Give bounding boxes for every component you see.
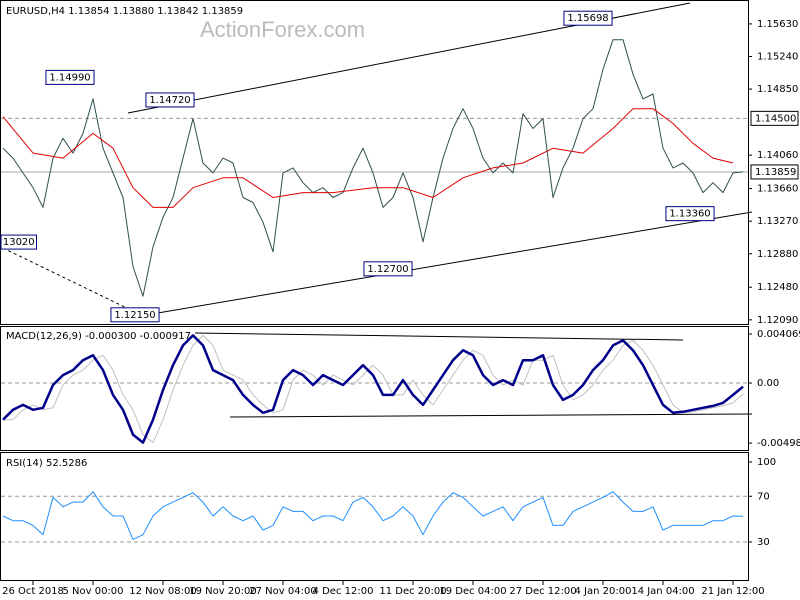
last-price-label: 1.13859 — [755, 167, 796, 178]
x-tick-label: 27 Nov 04:00 — [249, 586, 316, 597]
annotation-label: 1.15698 — [567, 13, 608, 24]
x-tick-label: 5 Nov 00:00 — [62, 586, 123, 597]
series-line — [3, 334, 744, 444]
series-line — [2, 491, 744, 540]
rsi-panel — [0, 452, 749, 581]
x-tick-label: 12 Nov 08:00 — [129, 586, 196, 597]
y-tick-label: 0.004069 — [757, 329, 800, 340]
annotation-label: 1.12150 — [114, 310, 155, 321]
series-line — [2, 39, 744, 297]
x-tick-label: 14 Jan 04:00 — [631, 586, 694, 597]
y-tick-label: 100 — [757, 457, 776, 468]
x-tick-label: 26 Oct 2018 — [2, 586, 64, 597]
annotation-box — [145, 92, 195, 108]
y-tick-label: 1.13270 — [757, 216, 798, 227]
annotation-label: 1.14720 — [149, 95, 190, 106]
channel-line — [139, 211, 753, 317]
annotation-box — [0, 234, 37, 250]
y-tick-label: 1.14060 — [757, 150, 798, 161]
macd-panel — [0, 326, 749, 451]
last-price-box — [750, 164, 799, 180]
annotation-box — [110, 307, 160, 323]
x-tick-label: 19 Dec 04:00 — [439, 586, 506, 597]
panel-title: EURUSD,H4 1.13854 1.13880 1.13842 1.1385… — [6, 6, 243, 17]
y-tick-label: -0.004981 — [757, 438, 800, 449]
annotation-box — [45, 69, 95, 85]
y-tick-label: 0.00 — [757, 378, 779, 389]
watermark: ActionForex.com — [200, 17, 365, 42]
x-tick-label: 11 Dec 20:00 — [379, 586, 446, 597]
y-tick-label: 30 — [757, 537, 770, 548]
annotation-label: 13020 — [3, 237, 35, 248]
level-label-box — [750, 110, 799, 126]
y-tick-label: 1.15630 — [757, 19, 798, 30]
annotation-box — [363, 261, 413, 277]
series-line — [2, 108, 734, 208]
x-tick-label: 4 Dec 12:00 — [313, 586, 374, 597]
y-tick-label: 1.12480 — [757, 282, 798, 293]
x-tick-label: 27 Dec 12:00 — [509, 586, 576, 597]
divergence-line — [194, 332, 684, 341]
divergence-line — [229, 413, 753, 418]
annotation-label: 1.12700 — [367, 264, 408, 275]
level-label: 1.14500 — [755, 113, 796, 124]
panel-title: RSI(14) 52.5286 — [6, 458, 87, 469]
x-tick-label: 4 Jan 20:00 — [575, 586, 632, 597]
annotation-box — [563, 10, 613, 26]
series-line — [2, 334, 744, 444]
y-tick-label: 1.13660 — [757, 184, 798, 195]
x-tick-label: 19 Nov 20:00 — [189, 586, 256, 597]
y-tick-label: 1.12880 — [757, 249, 798, 260]
annotation-box — [665, 206, 715, 222]
y-tick-label: 70 — [757, 491, 770, 502]
annotation-label: 1.13360 — [669, 209, 710, 220]
y-tick-label: 1.12090 — [757, 315, 798, 326]
annotation-label: 1.14990 — [49, 72, 90, 83]
y-tick-label: 1.14850 — [757, 84, 798, 95]
x-tick-label: 21 Jan 12:00 — [701, 586, 764, 597]
y-tick-label: 1.15240 — [757, 52, 798, 63]
trend-line — [2, 247, 136, 313]
panel-title: MACD(12,26,9) -0.000300 -0.000917 — [6, 331, 191, 342]
